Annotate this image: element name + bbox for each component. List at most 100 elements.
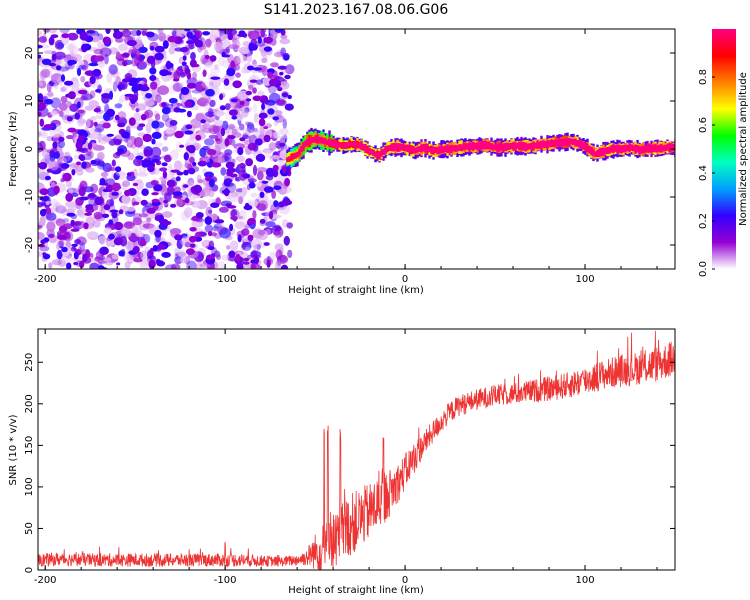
heatmap-noise-cell xyxy=(280,47,287,57)
heatmap-signal-cell xyxy=(390,146,393,149)
heatmap-noise-cell xyxy=(48,36,55,46)
heatmap-signal-cell xyxy=(360,143,363,149)
heatmap-noise-cell xyxy=(177,108,187,113)
heatmap-noise-cell xyxy=(225,161,235,169)
heatmap-signal-cell xyxy=(456,146,459,149)
heatmap-noise-cell xyxy=(284,74,291,80)
heatmap-noise-cell xyxy=(103,227,112,234)
heatmap-noise-cell xyxy=(130,99,136,104)
heatmap-noise-cell xyxy=(42,29,51,33)
heatmap-noise-cell xyxy=(150,146,162,158)
heatmap-noise-cell xyxy=(136,103,147,111)
heatmap-signal-cell xyxy=(666,146,669,149)
heatmap-signal-cell xyxy=(546,143,549,146)
heatmap-noise-cell xyxy=(157,85,170,96)
heatmap-noise-cell xyxy=(165,60,172,70)
heatmap-noise-cell xyxy=(48,160,59,171)
heatmap-noise-cell xyxy=(149,247,154,257)
heatmap-signal-cell xyxy=(482,145,485,147)
heatmap-signal-cell xyxy=(330,141,333,145)
heatmap-noise-cell xyxy=(227,32,233,41)
heatmap-noise-cell xyxy=(265,221,276,228)
snr-x-axis: -200 -100 0 100 xyxy=(34,329,658,586)
heatmap-noise-cell xyxy=(186,110,192,118)
heatmap-noise-cell xyxy=(268,211,274,220)
heatmap-noise-cell xyxy=(95,114,105,120)
heatmap-signal-cell xyxy=(422,145,425,150)
heatmap-y-tick-label: 10 xyxy=(24,95,35,108)
heatmap-noise-cell xyxy=(78,109,87,115)
heatmap-noise-cell xyxy=(65,193,74,202)
heatmap-noise-cell xyxy=(263,126,269,130)
heatmap-noise-cell xyxy=(241,228,250,236)
heatmap-noise-cell xyxy=(237,163,246,167)
heatmap-noise-cell xyxy=(102,246,107,251)
heatmap-signal-cell xyxy=(538,143,541,146)
heatmap-noise-cell xyxy=(91,204,99,211)
heatmap-noise-cell xyxy=(106,72,113,84)
heatmap-noise-cell xyxy=(135,107,140,113)
heatmap-noise-cell xyxy=(137,172,149,177)
heatmap-noise-cell xyxy=(38,151,43,157)
heatmap-noise-cell xyxy=(55,205,67,214)
heatmap-noise-cell xyxy=(264,36,273,44)
heatmap-noise-cell xyxy=(56,65,62,71)
heatmap-signal-cell xyxy=(518,145,521,148)
heatmap-signal-cell xyxy=(328,141,331,145)
heatmap-noise-cell xyxy=(159,218,169,228)
heatmap-noise-cell xyxy=(38,36,47,43)
heatmap-noise-cell xyxy=(273,185,282,190)
heatmap-signal-cell xyxy=(366,148,369,151)
heatmap-noise-cell xyxy=(169,119,178,126)
heatmap-signal-cell xyxy=(622,148,625,151)
heatmap-noise-cell xyxy=(159,167,168,172)
heatmap-noise-cell xyxy=(59,57,68,68)
heatmap-noise-cell xyxy=(40,132,48,139)
heatmap-noise-cell xyxy=(89,116,97,121)
heatmap-noise-cell xyxy=(108,64,118,75)
heatmap-noise-cell xyxy=(219,93,224,101)
heatmap-noise-cell xyxy=(66,32,79,41)
heatmap-noise-cell xyxy=(46,168,52,173)
heatmap-noise-cell xyxy=(283,235,290,246)
heatmap-signal-cell xyxy=(564,140,567,143)
heatmap-noise-cell xyxy=(173,186,181,193)
heatmap-noise-cell xyxy=(204,54,210,60)
heatmap-signal-cell xyxy=(434,150,437,152)
heatmap-signal-cell xyxy=(384,148,387,151)
heatmap-noise-cell xyxy=(204,138,215,146)
heatmap-signal-cell xyxy=(332,142,335,146)
heatmap-signal-cell xyxy=(418,148,421,151)
heatmap-noise-cell xyxy=(71,243,78,247)
heatmap-noise-cell xyxy=(86,231,98,239)
heatmap-x-axis-label: Height of straight line (km) xyxy=(288,285,424,296)
heatmap-signal-cell xyxy=(496,146,499,149)
heatmap-noise-cell xyxy=(60,163,70,169)
heatmap-signal-cell xyxy=(568,140,571,143)
heatmap-noise-cell xyxy=(260,29,266,38)
heatmap-noise-cell xyxy=(79,196,89,201)
heatmap-noise-cell xyxy=(257,200,269,212)
heatmap-signal-cell xyxy=(534,144,537,147)
heatmap-noise-cell xyxy=(174,234,183,241)
heatmap-signal-cell xyxy=(342,145,345,147)
heatmap-noise-cell xyxy=(189,227,197,232)
heatmap-noise-cell xyxy=(136,61,147,70)
heatmap-noise-cell xyxy=(89,133,99,140)
heatmap-signal-cell xyxy=(364,147,367,149)
heatmap-signal-cell xyxy=(386,147,389,150)
heatmap-noise-cell xyxy=(86,30,96,34)
heatmap-signal-cell xyxy=(422,147,425,150)
heatmap-noise-cell xyxy=(154,229,162,238)
heatmap-noise-cell xyxy=(248,182,256,189)
heatmap-noise-cell xyxy=(247,65,254,71)
heatmap-signal-cell xyxy=(622,145,625,151)
heatmap-noise-cell xyxy=(117,122,126,128)
heatmap-signal-cell xyxy=(604,149,607,152)
heatmap-noise-cell xyxy=(73,251,79,260)
heatmap-signal-cell xyxy=(404,146,407,149)
heatmap-noise-cell xyxy=(204,216,213,225)
heatmap-noise-cell xyxy=(256,182,262,187)
heatmap-noise-cell xyxy=(272,131,280,138)
